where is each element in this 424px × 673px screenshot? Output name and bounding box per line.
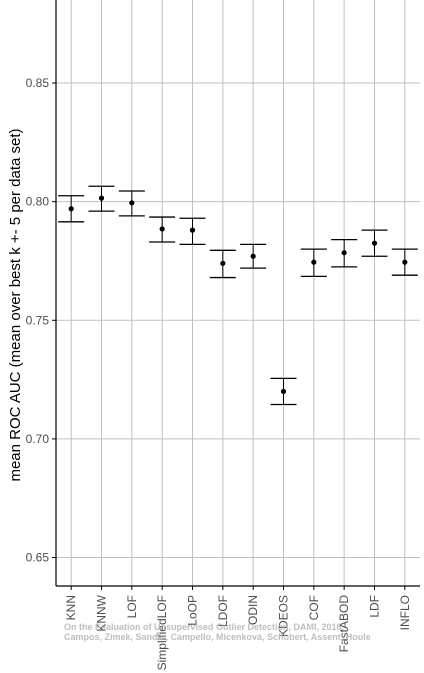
x-tick-label-10: LDF [368, 595, 382, 618]
y-tick-label-0: 0.65 [26, 551, 50, 565]
x-tick-label-3: SimplifiedLOF [155, 595, 169, 670]
mean-point-7 [280, 388, 287, 395]
x-tick-label-9: FastABOD [337, 595, 351, 653]
mean-point-8 [311, 259, 317, 265]
mean-point-2 [129, 200, 135, 206]
x-tick-label-4: LoOP [186, 595, 200, 626]
x-tick-label-0: KNN [64, 595, 78, 620]
y-tick-label-4: 0.85 [26, 76, 50, 90]
x-tick-label-5: LDOF [216, 595, 230, 627]
y-tick-label-1: 0.70 [26, 432, 50, 446]
mean-point-0 [68, 206, 74, 212]
watermark-line-2: Campos, Zimek, Sander, Campello, Micenko… [64, 632, 371, 642]
x-tick-label-1: KNNW [95, 594, 109, 631]
error-bars [58, 185, 418, 406]
x-tick-label-8: COF [307, 595, 321, 620]
mean-point-1 [98, 195, 105, 201]
x-tick-label-11: INFLO [398, 595, 412, 630]
axes [52, 0, 420, 590]
mean-point-5 [220, 260, 226, 266]
y-tick-label-2: 0.75 [26, 313, 50, 327]
mean-point-4 [189, 227, 196, 233]
x-tick-label-2: LOF [125, 595, 139, 618]
x-tick-label-6: ODIN [246, 595, 260, 625]
tick-labels: 0.65 0.70 0.75 0.80 0.85 KNN KNNW LOF Simplified… [26, 76, 412, 670]
mean-point-11 [402, 259, 408, 265]
mean-point-9 [341, 250, 347, 256]
mean-point-6 [250, 253, 256, 259]
y-tick-label-3: 0.80 [26, 195, 50, 209]
mean-point-3 [159, 226, 165, 232]
watermark: On the Evaluation of Unsupervised Outlie… [64, 622, 371, 642]
watermark-line-1: On the Evaluation of Unsupervised Outlie… [64, 622, 344, 632]
x-tick-label-7: KDEOS [277, 595, 291, 637]
y-axis-label: mean ROC AUC (mean over best k +- 5 per … [7, 128, 24, 481]
grid-lines [56, 0, 420, 586]
mean-point-10 [371, 240, 378, 246]
